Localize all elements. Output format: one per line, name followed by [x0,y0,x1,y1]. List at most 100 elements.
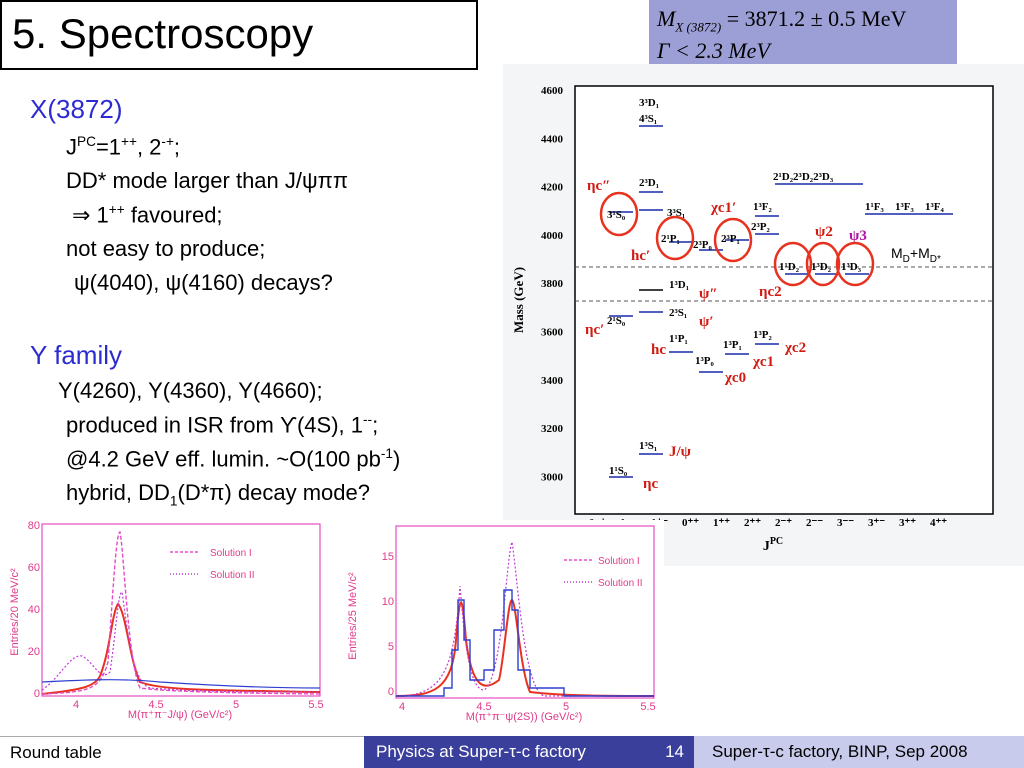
plot1-svg: Entries/20 MeV/c² M(π⁺π⁻J/ψ) (GeV/c²) 80… [9,520,324,721]
state-chic0: χc0 [724,370,746,386]
footer-middle-title: Physics at Super-τ-c factory [376,742,586,761]
footer: Round table Physics at Super-τ-c factory… [0,736,1024,768]
plot1-ytick-4: 0 [34,688,40,700]
label-23d1: 2³D₁ [639,177,659,189]
mass-formula: MX (3872) = 3871.2 ± 0.5 MeV [657,6,907,35]
plot1-background [41,679,321,689]
slide-title: 5. Spectroscopy [12,10,314,57]
label-13p0: 1³P₀ [695,355,715,367]
y-family-line1: Y(4260), Y(4360), Y(4660); [58,378,323,403]
highlight-13d3 [835,241,875,287]
label-13f3: 1³F₃ [895,201,915,213]
y-family-line2: produced in ISR from ϒ(4S), 1--; [66,412,379,438]
plot-psi2s-pipi: Entries/25 MeV/c² M(π⁺π⁻ψ(2S)) (GeV/c²) … [334,520,664,730]
plot1-legend1-text: Solution I [210,548,252,559]
plot2-ytick-0: 15 [382,551,394,563]
plot2-xtick-3: 5.5 [640,701,655,713]
plot2-xtick-2: 5 [563,701,569,713]
y-family-line4: hybrid, DD1(D*π) decay mode? [66,480,370,509]
spectrum-xtick-4: 1⁺⁺ [713,517,730,529]
highlight-hc-p [655,215,695,261]
highlight-13d2 [805,241,841,287]
state-psi2s: ψ′ [699,314,714,330]
plot2-ytick-3: 0 [388,686,394,698]
plot1-solution1 [41,531,321,695]
label-33s1: 3³S₁ [667,207,685,219]
state-hc-p: hc′ [631,248,650,264]
plot2-legend2-text: Solution II [598,578,642,589]
spectrum-xtick-5: 2⁺⁺ [744,517,761,529]
plot2-legend1-text: Solution I [598,556,640,567]
spectrum-ytick-2: 4200 [541,182,564,194]
label-2d-multiplet: 2¹D₂2³D₂2³D₃ [773,171,834,183]
spectrum-ytick-8: 3000 [541,471,564,483]
label-11s0: 1¹S₀ [609,465,628,477]
label-13p1: 1³P₁ [723,339,742,351]
label-11d2: 1¹D₂ [779,261,800,273]
title-box [0,0,478,70]
label-21p1: 2¹P₁ [661,233,680,245]
spectrum-ytick-6: 3400 [541,375,564,387]
plot1-ytick-1: 60 [28,562,40,574]
spectrum-ytick-1: 4400 [541,133,564,145]
plot2-xtick-1: 4.5 [476,701,491,713]
plot2-fit-red [395,598,655,697]
formula-box: MX (3872) = 3871.2 ± 0.5 MeV Γ < 2.3 MeV [649,0,957,72]
x3872-line2: DD* mode larger than J/ψππ [66,168,349,193]
spectrum-xtick-10: 3⁺⁺ [899,517,916,529]
label-13p2: 1³P₂ [753,329,773,341]
plot2-ytick-1: 10 [382,596,394,608]
spectrum-frame [574,85,994,515]
label-23p2: 2³P₂ [751,221,771,233]
label-13s1: 1³S₁ [639,440,657,452]
label-21s0: 2¹S₀ [607,315,626,327]
plot1-solution2 [41,591,321,693]
x3872-line3: ⇒ 1++ favoured; [72,202,223,228]
label-11p1: 1¹P₁ [669,333,688,345]
x3872-heading: X(3872) [30,94,123,124]
x3872-jpc-line: JPC=1++, 2-+; [66,134,181,160]
plot1-frame [41,523,321,697]
label-13d2: 1³D₂ [811,261,832,273]
spectrum-xtick-3: 0⁺⁺ [682,517,699,529]
plot1-ytick-2: 40 [28,604,40,616]
footer-page-number: 14 [665,742,684,761]
x3872-line4: not easy to produce; [66,236,266,261]
state-chic1: χc1 [752,354,774,370]
state-etac2: ηc′ [585,322,604,338]
threshold-label: MD+MD* [891,245,941,265]
label-13d1: 1³D₁ [669,279,689,291]
width-formula: Γ < 2.3 MeV [657,38,770,63]
label-13f2: 1³F₂ [753,201,773,213]
plot1-ytick-3: 20 [28,646,40,658]
state-jpsi: J/ψ [669,444,692,460]
label-23s1: 2³S₁ [669,307,687,319]
label-31s0: 3¹S₀ [607,209,626,221]
plot2-histogram [396,589,654,697]
y-family-heading: Y family [30,340,122,370]
spectrum-ytick-7: 3200 [541,423,564,435]
label-13f4: 1³F₄ [925,201,945,213]
plot-jpsi-pipi: Entries/20 MeV/c² M(π⁺π⁻J/ψ) (GeV/c²) 80… [0,512,326,730]
plot1-ytick-0: 80 [28,520,40,532]
spectrum-ytick-3: 4000 [541,230,564,242]
spectrum-ytick-0: 4600 [541,85,564,97]
footer-middle: Physics at Super-τ-c factory 14 [364,736,694,768]
plot2-ylabel: Entries/25 MeV/c² [347,572,359,660]
state-etac: ηc [643,476,659,492]
label-23p0: 2³P₀ [693,239,713,251]
label-13d3: 1³D₃ [841,261,862,273]
plot1-ylabel: Entries/20 MeV/c² [9,568,21,656]
plot1-xlabel: M(π⁺π⁻J/ψ) (GeV/c²) [128,709,232,721]
plot2-xlabel: M(π⁺π⁻ψ(2S)) (GeV/c²) [466,711,583,723]
x3872-line5: ψ(4040), ψ(4160) decays? [74,270,333,295]
plot1-legend2-text: Solution II [210,570,254,581]
spectrum-ytick-4: 3800 [541,278,564,290]
footer-left: Round table [0,736,364,768]
state-psi3770: ψ″ [699,286,718,302]
spectrum-ylabel: Mass (GeV) [511,267,526,333]
spectrum-xtick-9: 3⁺⁻ [868,517,885,529]
highlight-chic1-p [713,217,753,263]
plot1-xtick-1: 4.5 [148,699,163,711]
state-chic1-p: χc1′ [710,200,736,216]
